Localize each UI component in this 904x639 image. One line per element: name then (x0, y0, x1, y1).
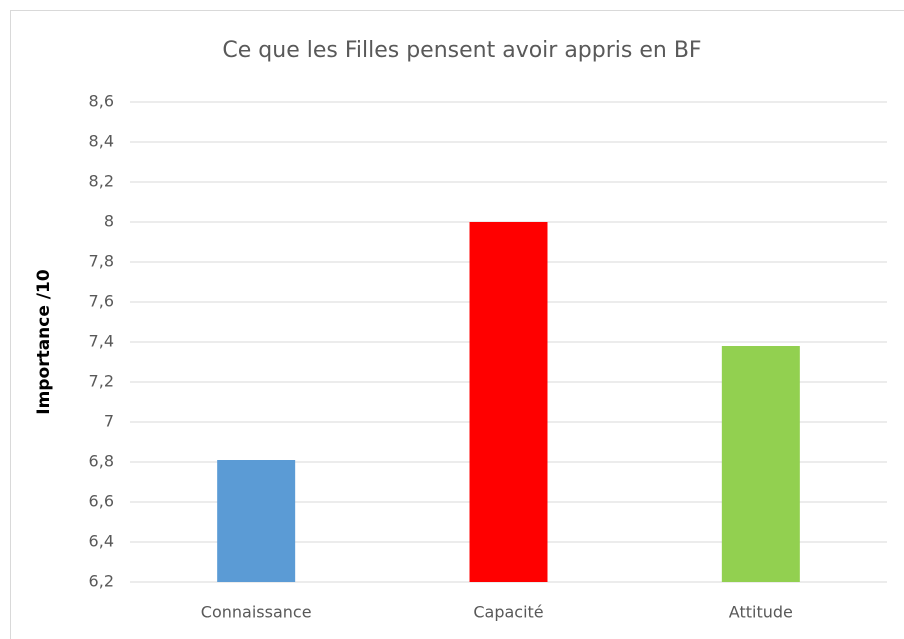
y-tick-label: 7,4 (89, 332, 114, 351)
y-tick-label: 6,2 (89, 572, 114, 591)
bar (721, 346, 800, 582)
x-tick-label: Connaissance (201, 603, 312, 622)
y-tick-label: 8,6 (89, 92, 114, 111)
y-tick-label: 6,6 (89, 492, 114, 511)
bar (469, 222, 548, 582)
y-tick-label: 7,2 (89, 372, 114, 391)
y-tick-label: 7 (104, 412, 114, 431)
y-tick-label: 8,4 (89, 132, 114, 151)
y-tick-label: 8,2 (89, 172, 114, 191)
x-tick-label: Attitude (729, 603, 793, 622)
y-tick-label: 7,8 (89, 252, 114, 271)
y-tick-label: 6,8 (89, 452, 114, 471)
y-tick-label: 7,6 (89, 292, 114, 311)
x-tick-label: Capacité (473, 603, 543, 622)
y-tick-label: 6,4 (89, 532, 114, 551)
chart-title: Ce que les Filles pensent avoir appris e… (222, 38, 701, 63)
bar (217, 460, 296, 582)
y-tick-label: 8 (104, 212, 114, 231)
y-axis-label: Importance /10 (34, 269, 54, 415)
